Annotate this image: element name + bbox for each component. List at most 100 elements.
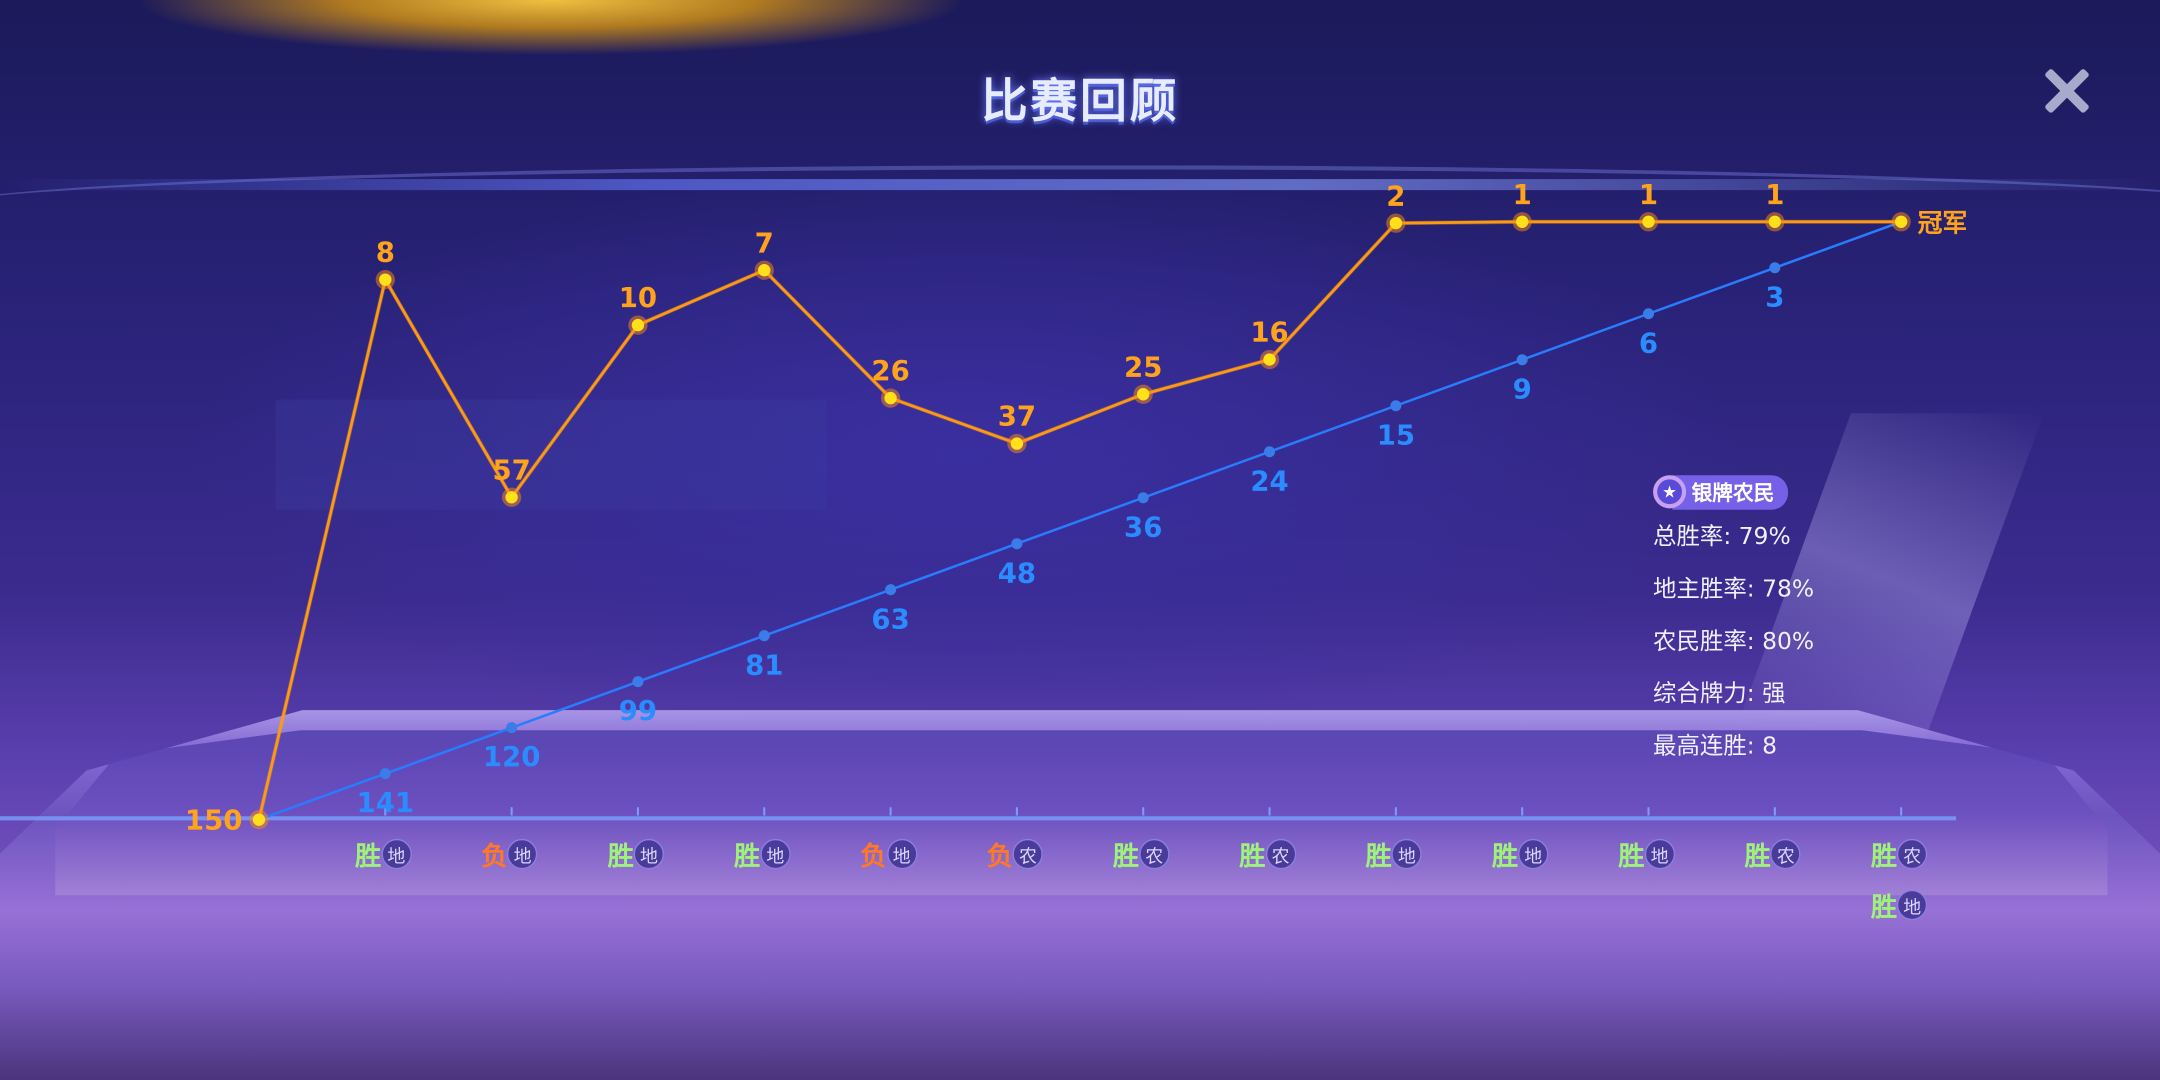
role-badge: 地 [1518,838,1549,870]
stats-panel: ★ 银牌农民 总胜率: 79% 地主胜率: 78% 农民胜率: 80% 综合牌力… [1653,472,1814,772]
result-text: 负 [481,840,508,872]
rank-point [884,391,897,405]
stat-total-win-rate: 总胜率: 79% [1653,523,1791,552]
role-badge: 地 [1391,838,1423,870]
remaining-point [1137,492,1149,504]
remaining-point [1643,308,1655,320]
rank-label: 57 [492,454,530,486]
result-text: 胜 [354,840,382,872]
page-title: 比赛回顾 [980,74,1180,130]
remaining-point [1390,400,1402,412]
remaining-label: 3 [1765,281,1784,313]
role-badge: 地 [507,838,538,870]
rank-point [1389,216,1403,230]
rank-line [257,220,1902,820]
remaining-label: 48 [998,557,1036,589]
game-result: 胜农 [1113,838,1170,871]
result-text: 胜 [1112,840,1140,872]
remaining-point [758,630,770,642]
champion-label: 冠军 [1918,208,1968,237]
rank-label: 150 [185,804,243,836]
remaining-point [1769,262,1781,274]
stat-max-streak: 最高连胜: 8 [1653,732,1777,761]
rank-label: 1 [1765,179,1784,211]
result-text: 负 [986,840,1013,872]
game-result: 负地 [860,838,917,871]
remaining-label: 6 [1639,327,1658,359]
rank-point [379,273,392,286]
stat-card-strength: 综合牌力: 强 [1653,680,1786,709]
result-text: 胜 [1870,891,1898,923]
remaining-label: 36 [1124,511,1162,543]
remaining-point [379,768,391,780]
rank-label: 1 [1513,179,1532,211]
role-badge: 地 [1644,838,1675,870]
game-result: 负农 [987,838,1044,871]
role-badge: 农 [1012,838,1044,870]
rank-point [1515,215,1529,228]
rank-label: 1 [1639,179,1658,211]
remaining-label: 120 [483,741,541,773]
remaining-players-line [258,220,1902,821]
remaining-label: 15 [1377,419,1415,451]
rank-label: 37 [998,401,1036,433]
game-result: 胜农 [1239,838,1296,871]
game-result: 胜地 [355,838,412,871]
result-text: 胜 [1744,840,1771,872]
game-result: 胜农 [1871,838,1928,871]
rank-label: 25 [1124,351,1162,383]
result-text: 胜 [1618,840,1645,872]
rank-point [631,318,645,332]
role-badge: 农 [1897,838,1928,870]
rank-point [1263,353,1276,366]
arena-screen [275,399,827,510]
result-text: 负 [860,840,887,872]
remaining-point [1264,446,1276,458]
rank-point [505,491,518,504]
result-text: 胜 [1365,840,1392,872]
stat-landlord-win-rate: 地主胜率: 78% [1653,575,1815,604]
rank-label: 8 [376,237,395,269]
rank-label: 26 [871,355,909,387]
remaining-label: 141 [357,787,415,819]
role-badge: 地 [633,838,665,870]
remaining-label: 99 [619,695,657,727]
remaining-point [506,722,518,734]
rank-label: 7 [755,227,774,259]
role-badge: 农 [1265,838,1296,870]
game-result: 胜地 [1366,838,1423,871]
remaining-point [1011,538,1023,550]
stat-farmer-win-rate: 农民胜率: 80% [1653,628,1815,656]
rank-label: 2 [1386,180,1405,212]
game-result: 胜地 [1871,889,1928,922]
game-result: 胜农 [1745,838,1802,871]
game-result: 负地 [481,838,538,871]
role-badge: 地 [760,838,791,870]
game-result: 胜地 [734,838,791,871]
remaining-label: 9 [1513,373,1532,405]
result-text: 胜 [733,840,761,872]
remaining-point [632,676,644,688]
arena-light-band [0,179,2160,191]
rank-point [1642,215,1655,228]
result-text: 胜 [607,840,634,872]
role-badge: 地 [381,838,412,870]
role-badge: 农 [1139,838,1170,870]
rank-point [252,813,266,826]
rank-point [1010,437,1024,450]
rank-point [1768,215,1782,228]
role-badge: 地 [1897,889,1928,921]
game-result: 胜地 [1618,838,1675,871]
result-text: 胜 [1870,840,1898,872]
remaining-point [1516,354,1528,366]
remaining-label: 81 [745,649,783,681]
star-medal-icon: ★ [1653,475,1687,509]
rank-label: 10 [619,282,657,314]
remaining-point [885,584,897,596]
remaining-label: 24 [1250,465,1288,497]
game-result: 胜地 [608,838,665,871]
rank-point [1137,388,1150,401]
rank-badge: ★ 银牌农民 [1653,472,1814,511]
game-result: 胜地 [1492,838,1549,871]
